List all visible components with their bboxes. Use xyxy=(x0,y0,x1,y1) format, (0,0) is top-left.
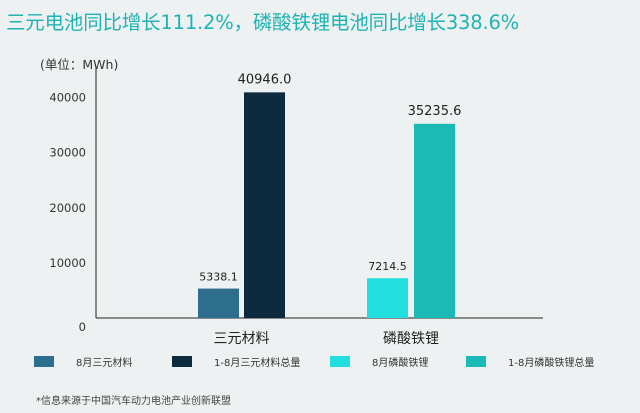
source-note: *信息来源于中国汽车动力电池产业创新联盟 xyxy=(36,396,231,407)
legend: 8月三元材料 1-8月三元材料总量 8月磷酸铁锂 1-8月磷酸铁锂总量 xyxy=(0,354,640,370)
bar xyxy=(367,278,408,318)
legend-swatch xyxy=(466,356,486,367)
x-category-label: 磷酸铁锂 xyxy=(383,331,439,347)
legend-item-8m-lfp: 8月磷酸铁锂 xyxy=(330,354,428,369)
y-tick-label: 0 xyxy=(79,320,86,334)
x-category-label: 三元材料 xyxy=(214,331,270,347)
legend-label: 1-8月三元材料总量 xyxy=(214,358,301,369)
legend-swatch xyxy=(172,356,192,367)
bar-value-label: 35235.6 xyxy=(408,104,462,119)
y-tick-label: 30000 xyxy=(49,146,86,160)
legend-item-ytd-ternary: 1-8月三元材料总量 xyxy=(172,354,300,369)
legend-label: 8月三元材料 xyxy=(76,358,133,369)
bar-value-label: 40946.0 xyxy=(238,72,292,87)
bar-value-label: 7214.5 xyxy=(368,260,407,273)
bar-value-label: 5338.1 xyxy=(199,271,238,284)
bar xyxy=(198,288,239,318)
legend-swatch xyxy=(34,356,54,367)
legend-swatch xyxy=(330,356,350,367)
chart-title: 三元电池同比增长111.2%，磷酸铁锂电池同比增长338.6% xyxy=(6,11,520,34)
y-tick-label: 40000 xyxy=(49,91,86,105)
bar xyxy=(244,92,285,318)
legend-label: 1-8月磷酸铁锂总量 xyxy=(508,358,595,369)
y-tick-label: 20000 xyxy=(49,201,86,215)
bar xyxy=(414,123,455,319)
y-axis-unit-label: (单位：MWh) xyxy=(40,57,119,72)
legend-item-8m-ternary: 8月三元材料 xyxy=(34,354,132,369)
y-tick-label: 10000 xyxy=(49,256,86,270)
legend-item-ytd-lfp: 1-8月磷酸铁锂总量 xyxy=(466,354,594,369)
legend-label: 8月磷酸铁锂 xyxy=(372,358,429,369)
